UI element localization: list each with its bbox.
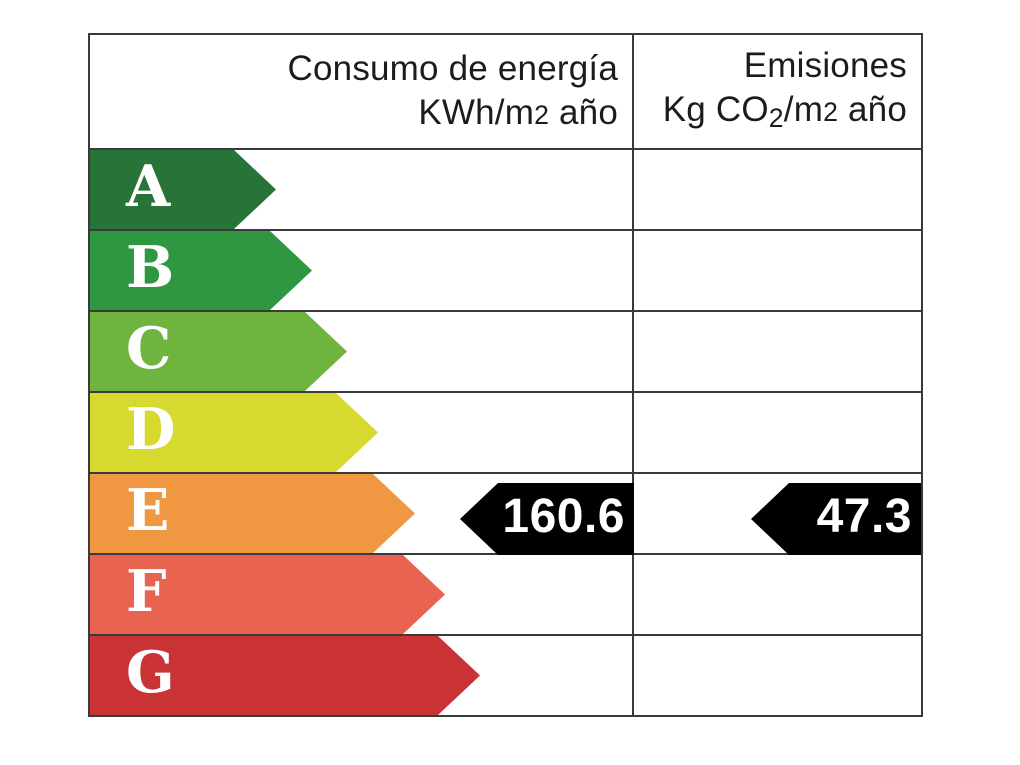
rating-row-b: B bbox=[90, 229, 921, 310]
rating-letter-g: G bbox=[126, 639, 175, 706]
rating-letter-d: D bbox=[126, 396, 176, 463]
rating-band-g-arrow: G bbox=[90, 636, 480, 715]
rating-band-d-arrow: D bbox=[90, 393, 378, 472]
rating-band-a-arrow: A bbox=[90, 150, 276, 229]
table-header: Consumo de energía KWh/m2 año Emisiones … bbox=[90, 35, 921, 150]
emissions-header-title: Emisiones bbox=[743, 45, 907, 85]
consumption-header-title: Consumo de energía bbox=[287, 48, 618, 88]
emissions-column-header: Emisiones Kg CO2/m2 año bbox=[634, 35, 921, 148]
rating-letter-c: C bbox=[126, 315, 172, 382]
energy-rating-table: Consumo de energía KWh/m2 año Emisiones … bbox=[88, 33, 923, 717]
rating-row-e: E 160.6 47.3 bbox=[90, 472, 921, 555]
consumption-value: 160.6 bbox=[502, 490, 625, 543]
consumption-header-units: KWh/m2 año bbox=[418, 92, 618, 132]
rating-band-b-arrow: B bbox=[90, 231, 312, 310]
rating-letter-a: A bbox=[126, 153, 171, 220]
consumption-column-header: Consumo de energía KWh/m2 año bbox=[90, 35, 634, 148]
rating-band-f-arrow: F bbox=[90, 555, 445, 634]
rating-band-c-arrow: C bbox=[90, 312, 347, 391]
column-divider bbox=[632, 35, 634, 715]
rating-row-c: C bbox=[90, 310, 921, 391]
rating-row-a: A bbox=[90, 150, 921, 229]
emissions-value-arrow: 47.3 bbox=[751, 483, 921, 555]
rating-letter-b: B bbox=[126, 234, 175, 301]
emissions-header-units: Kg CO2/m2 año bbox=[662, 89, 907, 133]
rating-row-f: F bbox=[90, 553, 921, 634]
rating-letter-f: F bbox=[126, 558, 167, 625]
rating-letter-e: E bbox=[126, 477, 170, 544]
consumption-value-arrow: 160.6 bbox=[460, 483, 634, 555]
rating-band-e-arrow: E bbox=[90, 474, 415, 553]
emissions-value: 47.3 bbox=[816, 490, 912, 543]
rating-row-g: G bbox=[90, 634, 921, 715]
rating-row-d: D bbox=[90, 391, 921, 472]
